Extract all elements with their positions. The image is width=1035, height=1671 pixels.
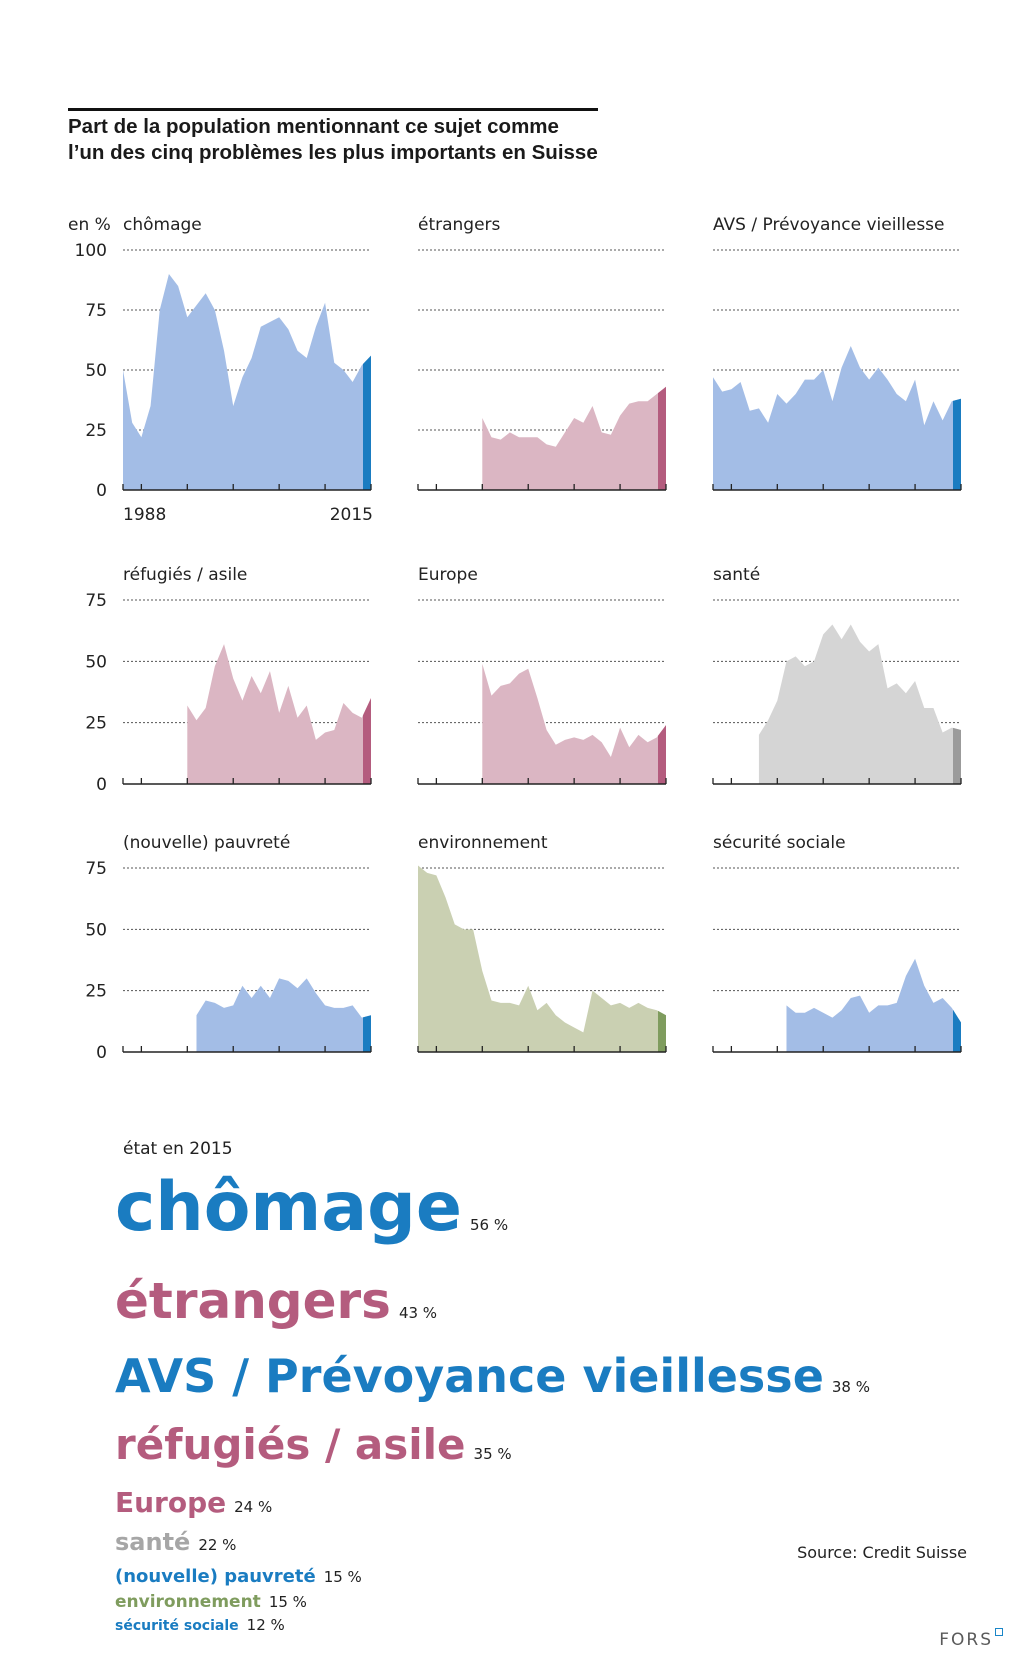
- ranking-item: Europe 24 %: [115, 1486, 870, 1524]
- chart-7-ytick-label: 75: [85, 859, 107, 879]
- logo-mark-icon: [995, 1628, 1003, 1636]
- ranking-item: réfugiés / asile 35 %: [115, 1419, 870, 1480]
- chart-9-latest-value: [953, 1009, 961, 1052]
- chart-9-area: [786, 958, 961, 1052]
- chart-4-area: [187, 644, 371, 784]
- chart-6-area: [758, 624, 961, 784]
- title-rule: [68, 108, 598, 111]
- chart-4-latest-value: [363, 698, 371, 784]
- chart-5-title: Europe: [418, 565, 478, 585]
- chart-3-latest-value: [953, 398, 961, 490]
- chart-5-latest-value: [658, 725, 666, 784]
- chart-5-area: [482, 663, 666, 784]
- fors-logo: FORS: [939, 1628, 1003, 1650]
- chart-1-latest-value: [363, 355, 371, 490]
- chart-7-ytick-label: 25: [85, 982, 107, 1002]
- small-multiples-charts: chômage 0 25 50 75 100 en % 1988 2015 étrangers AV…: [68, 215, 962, 1063]
- ranking-item-percent: 22 %: [198, 1536, 237, 1554]
- ranking-item-name: réfugiés / asile: [115, 1420, 466, 1469]
- ranking-label: état en 2015: [123, 1139, 233, 1159]
- chart-2-title: étrangers: [418, 215, 501, 235]
- ranking-item: santé 22 %: [115, 1528, 870, 1560]
- chart-1-area: [123, 274, 371, 490]
- chart-2-latest-value: [658, 386, 666, 490]
- logo-text: FORS: [939, 1630, 993, 1650]
- ranking-item-name: chômage: [115, 1168, 462, 1247]
- chart-1-ytick-label: 25: [85, 421, 107, 441]
- chart-4-ytick-label: 50: [85, 652, 107, 672]
- ranking-item: AVS / Prévoyance vieillesse 38 %: [115, 1348, 870, 1415]
- ranking-item-percent: 24 %: [234, 1498, 273, 1516]
- chart-4-ytick-label: 25: [85, 714, 107, 734]
- chart-7-area: [196, 978, 371, 1052]
- chart-1-xtick-label-end: 2015: [330, 505, 373, 525]
- ranking-item-name: sécurité sociale: [115, 1618, 239, 1634]
- title-line-2: l’un des cinq problèmes les plus importa…: [68, 141, 598, 164]
- ranking-item-percent: 38 %: [831, 1378, 870, 1396]
- ranking-item-percent: 15 %: [268, 1593, 307, 1611]
- ranking-list: chômage 56 % étrangers 43 % AVS / Prévoyance…: [115, 1166, 870, 1635]
- chart-1-ytick-label: 0: [96, 481, 107, 501]
- ranking-item: environnement 15 %: [115, 1592, 870, 1613]
- chart-6-latest-value: [953, 727, 961, 784]
- chart-2-area: [482, 386, 666, 490]
- chart-8-latest-value: [658, 1010, 666, 1052]
- chart-7-ytick-label: 0: [96, 1043, 107, 1063]
- ranking-item-percent: 56 %: [469, 1216, 509, 1234]
- ranking-item-name: santé: [115, 1528, 191, 1556]
- ranking-item: sécurité sociale 12 %: [115, 1617, 870, 1635]
- page-title: Part de la population mentionnant ce suj…: [68, 114, 688, 166]
- chart-7-ytick-label: 50: [85, 920, 107, 940]
- chart-1-ytick-label: 100: [75, 241, 107, 261]
- ranking-item-percent: 12 %: [246, 1616, 285, 1634]
- chart-3-area: [713, 346, 961, 490]
- ranking-item-name: environnement: [115, 1592, 261, 1612]
- chart-7-latest-value: [363, 1015, 371, 1052]
- ranking-item: chômage 56 %: [115, 1166, 870, 1267]
- ranking-item-name: AVS / Prévoyance vieillesse: [115, 1349, 824, 1403]
- title-line-1: Part de la population mentionnant ce suj…: [68, 115, 559, 138]
- ranking-item-percent: 35 %: [473, 1445, 512, 1463]
- chart-4-ytick-label: 75: [85, 591, 107, 611]
- chart-6-title: santé: [713, 565, 760, 585]
- ranking-item-percent: 43 %: [398, 1304, 438, 1322]
- ranking-item: (nouvelle) pauvreté 15 %: [115, 1566, 870, 1588]
- chart-4-ytick-label: 0: [96, 775, 107, 795]
- chart-4-title: réfugiés / asile: [123, 565, 247, 585]
- ranking-item-name: Europe: [115, 1486, 227, 1519]
- chart-3-title: AVS / Prévoyance vieillesse: [713, 215, 945, 235]
- chart-1-title: chômage: [123, 215, 202, 235]
- chart-1-ytick-label: 75: [85, 301, 107, 321]
- ranking-item-name: étrangers: [115, 1272, 391, 1330]
- ranking-item: étrangers 43 %: [115, 1271, 870, 1344]
- chart-1-ytick-label: 50: [85, 361, 107, 381]
- chart-8-area: [418, 865, 666, 1052]
- source-note: Source: Credit Suisse: [797, 1543, 967, 1562]
- chart-7-title: (nouvelle) pauvreté: [123, 833, 290, 853]
- unit-label: en %: [68, 215, 111, 235]
- chart-9-title: sécurité sociale: [713, 833, 846, 853]
- chart-8-title: environnement: [418, 833, 548, 853]
- chart-1-xtick-label-start: 1988: [123, 505, 166, 525]
- ranking-item-percent: 15 %: [323, 1568, 362, 1586]
- ranking-item-name: (nouvelle) pauvreté: [115, 1566, 316, 1587]
